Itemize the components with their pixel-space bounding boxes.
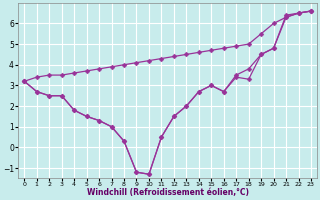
X-axis label: Windchill (Refroidissement éolien,°C): Windchill (Refroidissement éolien,°C) (87, 188, 249, 197)
